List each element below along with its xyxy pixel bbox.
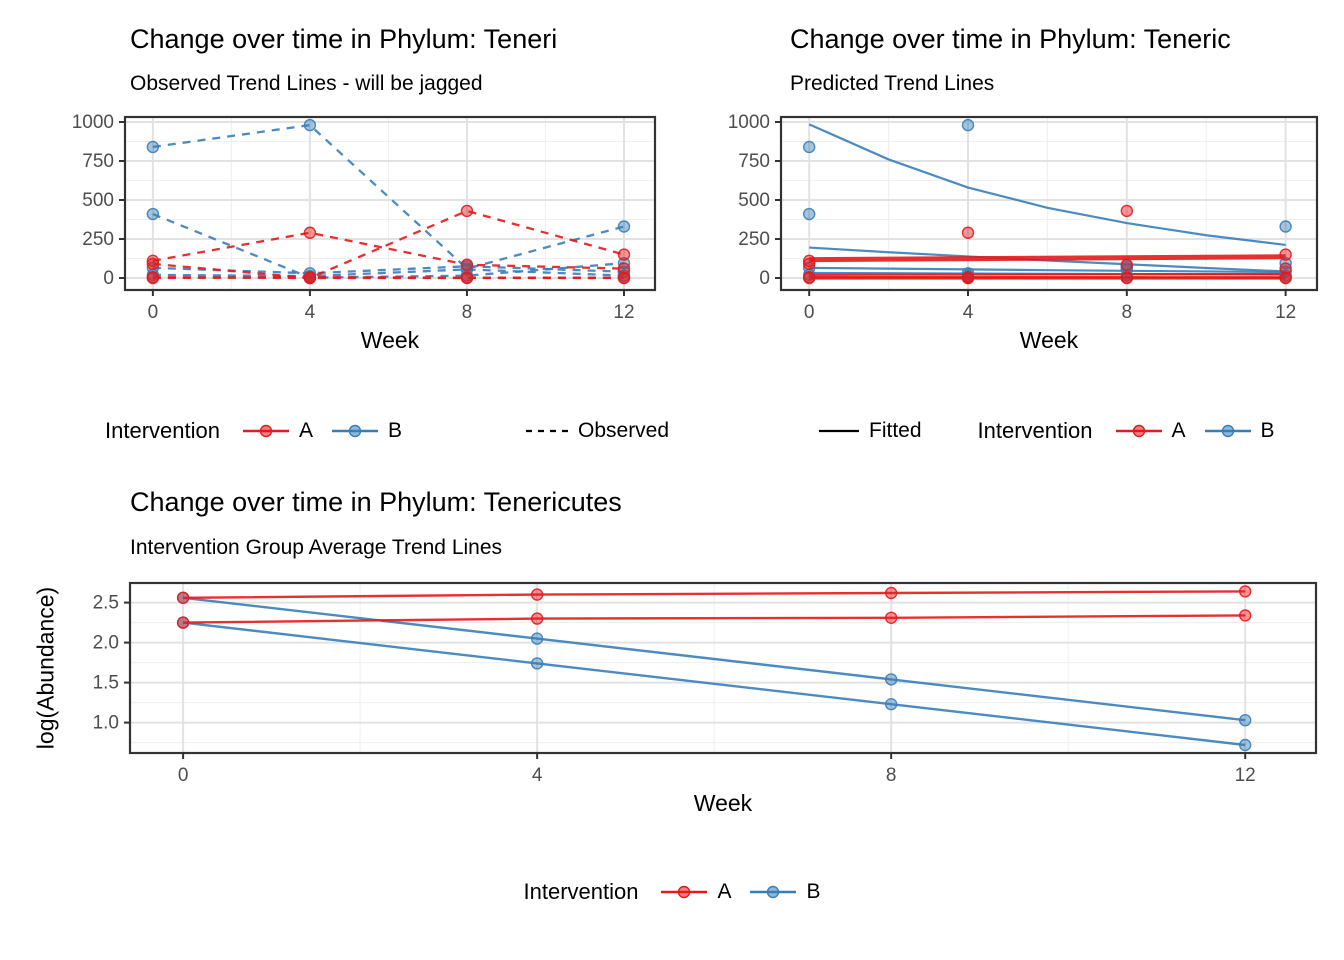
average-legend-label-a: A	[717, 880, 732, 903]
legend-key-dashed-line-icon	[526, 429, 568, 433]
predicted-legend-title: Intervention	[977, 418, 1093, 443]
svg-text:2.0: 2.0	[93, 633, 119, 654]
legend-key-blue-line-point-icon	[750, 885, 797, 899]
svg-text:500: 500	[738, 190, 770, 211]
predicted-chart-subtitle: Predicted Trend Lines	[790, 72, 995, 95]
observed-legend-item-a: A	[240, 418, 313, 444]
legend-key-red-line-point-icon	[1115, 424, 1162, 438]
svg-text:0: 0	[759, 268, 770, 289]
svg-text:0: 0	[178, 765, 189, 786]
average-chart-plot: 0 4 8 12 1.0 1.5 2.0 2.5 Week	[93, 581, 1318, 816]
svg-text:0: 0	[103, 268, 114, 289]
legend-key-solid-line-icon	[819, 429, 859, 433]
average-legend-label-b: B	[806, 880, 821, 903]
predicted-legend-label-b: B	[1260, 419, 1275, 442]
observed-legend-label-b: B	[387, 419, 402, 442]
svg-text:4: 4	[305, 302, 316, 323]
svg-text:250: 250	[82, 229, 114, 250]
svg-text:0: 0	[804, 302, 815, 323]
observed-legend-label-a: A	[298, 419, 313, 442]
svg-text:8: 8	[1122, 302, 1133, 323]
svg-text:Week: Week	[1020, 327, 1079, 353]
observed-legend-label-observed: Observed	[578, 419, 670, 442]
svg-text:1000: 1000	[728, 112, 770, 133]
svg-text:750: 750	[738, 151, 770, 172]
svg-text:1.0: 1.0	[93, 713, 119, 734]
svg-text:Week: Week	[694, 790, 753, 816]
svg-text:4: 4	[963, 302, 974, 323]
predicted-chart-title: Change over time in Phylum: Teneric	[790, 24, 1231, 54]
svg-text:500: 500	[82, 190, 114, 211]
average-chart-subtitle: Intervention Group Average Trend Lines	[130, 536, 503, 559]
legend-key-red-line-point-icon	[661, 885, 708, 899]
average-legend: Intervention A B	[0, 872, 1344, 912]
observed-chart-subtitle: Observed Trend Lines - will be jagged	[130, 72, 483, 95]
observed-chart-plot: 0 4 8 12 0 250 500 750 1000 Week	[72, 112, 657, 353]
observed-chart-title: Change over time in Phylum: Teneri	[130, 24, 558, 54]
average-legend-title: Intervention	[523, 879, 639, 904]
average-chart-title: Change over time in Phylum: Tenericutes	[130, 487, 622, 517]
svg-text:12: 12	[1275, 302, 1296, 323]
svg-text:4: 4	[532, 765, 543, 786]
svg-text:12: 12	[1235, 765, 1256, 786]
observed-legend-item-b: B	[329, 418, 402, 444]
svg-text:12: 12	[613, 302, 634, 323]
observed-legend: Intervention A B Observed	[105, 412, 672, 450]
observed-legend-title: Intervention	[105, 418, 220, 443]
svg-text:8: 8	[462, 302, 473, 323]
predicted-legend-label-fitted: Fitted	[869, 419, 922, 442]
observed-legend-item-observed: Observed	[523, 418, 669, 444]
legend-key-blue-line-point-icon	[1204, 424, 1251, 438]
legend-key-blue-line-point-icon	[331, 424, 378, 438]
legend-key-red-line-point-icon	[242, 424, 289, 438]
svg-text:0: 0	[148, 302, 159, 323]
predicted-legend-item-b: B	[1202, 418, 1275, 444]
svg-text:250: 250	[738, 229, 770, 250]
svg-text:2.5: 2.5	[93, 593, 119, 614]
svg-text:Week: Week	[361, 327, 420, 353]
svg-text:750: 750	[82, 151, 114, 172]
average-legend-item-a: A	[658, 879, 731, 905]
predicted-legend-label-a: A	[1171, 419, 1186, 442]
svg-text:1.5: 1.5	[93, 673, 119, 694]
svg-text:8: 8	[886, 765, 897, 786]
predicted-chart-plot: 0 4 8 12 0 250 500 750 1000 Week	[728, 112, 1319, 353]
average-legend-item-b: B	[747, 879, 821, 905]
predicted-legend-item-fitted: Fitted	[816, 418, 922, 444]
svg-text:1000: 1000	[72, 112, 114, 133]
predicted-legend: Fitted Intervention A B	[744, 412, 1344, 450]
predicted-legend-item-a: A	[1113, 418, 1186, 444]
